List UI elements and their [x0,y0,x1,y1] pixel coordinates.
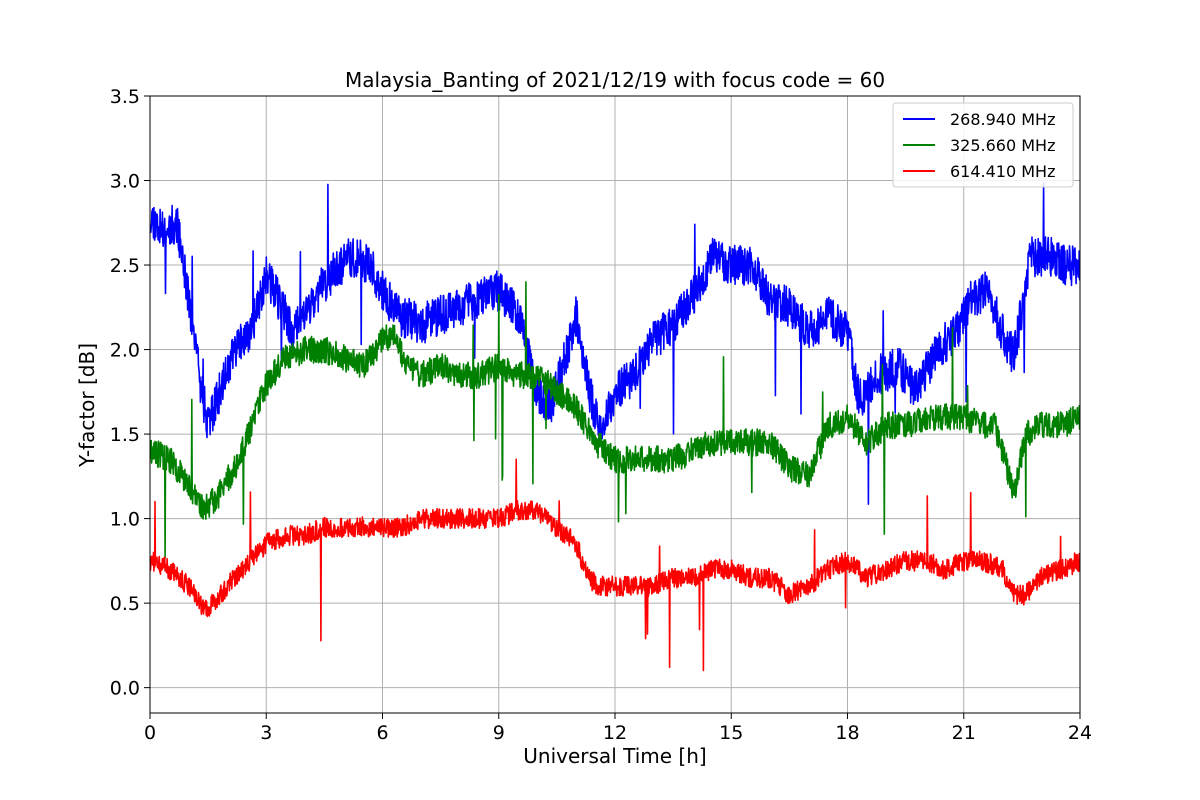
x-tick-label: 12 [603,722,627,744]
x-axis-label: Universal Time [h] [523,744,706,768]
x-tick-label: 0 [144,722,156,744]
x-tick-label: 9 [493,722,505,744]
legend-label-268: 268.940 MHz [950,110,1055,129]
y-tick-label: 1.0 [110,509,140,531]
y-tick-label: 3.0 [110,171,140,193]
series-line-614 [150,458,1080,672]
x-tick-label: 6 [376,722,388,744]
legend-label-614: 614.410 MHz [950,162,1055,181]
x-tick-label: 15 [719,722,743,744]
y-tick-label: 2.0 [110,340,140,362]
y-tick-label: 1.5 [110,424,140,446]
x-axis: 0 3 6 9 12 15 18 21 24 [144,713,1092,744]
y-tick-label: 2.5 [110,255,140,277]
series-layer [150,182,1080,672]
y-tick-label: 0.0 [110,678,140,700]
series-line-325 [150,281,1080,560]
legend: 268.940 MHz 325.660 MHz 614.410 MHz [892,102,1074,188]
x-tick-label: 3 [260,722,272,744]
legend-box [892,102,1074,188]
series-line-268 [150,182,1080,505]
y-axis-label: Y-factor [dB] [75,343,99,468]
y-tick-label: 0.5 [110,593,140,615]
chart-title: Malaysia_Banting of 2021/12/19 with focu… [345,68,885,92]
legend-label-325: 325.660 MHz [950,136,1055,155]
y-tick-label: 3.5 [110,86,140,108]
x-tick-label: 24 [1068,722,1092,744]
x-tick-label: 21 [952,722,976,744]
x-tick-label: 18 [835,722,859,744]
y-axis: 0.0 0.5 1.0 1.5 2.0 2.5 3.0 3.5 [110,86,150,700]
